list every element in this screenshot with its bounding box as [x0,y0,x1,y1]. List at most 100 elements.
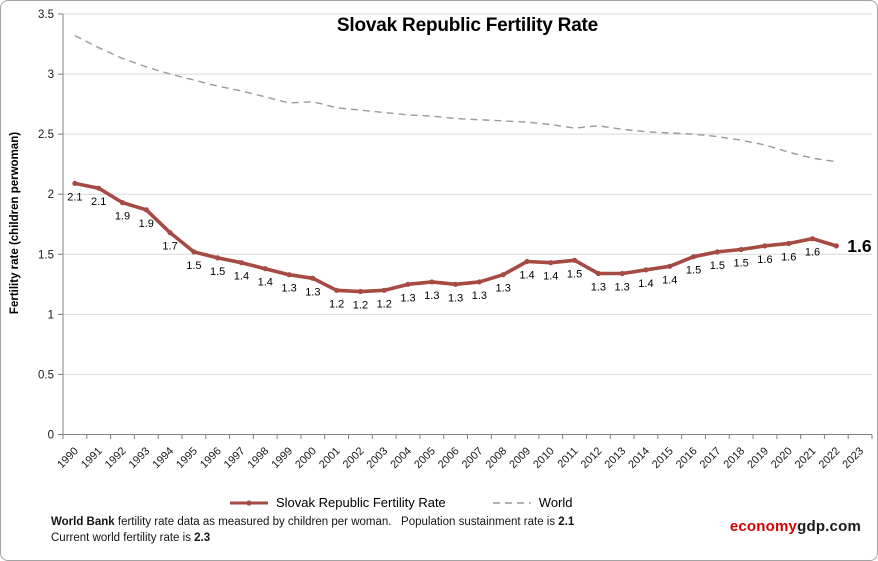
slovak-point [809,236,816,242]
x-tick-label: 2000 [293,445,319,471]
legend-item-world: World [492,495,573,510]
slovak-point [310,275,316,281]
x-tick-label: 2006 [436,445,462,471]
slovak-point [619,270,625,277]
data-label: 1.4 [258,277,273,289]
slovak-point [595,270,601,277]
x-tick-label: 1999 [269,445,295,471]
data-label: 1.4 [519,269,534,281]
slovak-point [571,257,578,263]
slovak-line-sample-icon [230,499,268,506]
y-tick-label: 2.5 [38,129,54,141]
brand-logo[interactable]: economygdp.com [730,518,861,535]
x-tick-label: 2001 [317,445,343,471]
source-note-line1: World Bank fertility rate data as measur… [51,516,575,528]
data-label: 2.1 [67,191,82,203]
x-tick-label: 2009 [507,445,533,471]
data-label: 1.6 [781,251,796,263]
data-label: 1.3 [472,290,487,302]
chart-legend: Slovak Republic Fertility Rate World [229,495,573,510]
data-label: 1.9 [115,211,130,223]
legend-label-world: World [538,495,573,510]
x-tick-label: 2004 [388,445,414,471]
slovak-point [143,207,149,213]
data-label: 1.3 [281,283,296,295]
x-tick-label: 1993 [127,445,153,471]
x-tick-label: 1997 [222,445,248,471]
data-label: 1.4 [662,274,677,286]
x-tick-label: 2017 [698,445,724,471]
slovak-point [191,249,197,255]
slovak-point [119,200,126,206]
x-tick-label: 2021 [793,445,819,471]
x-tick-label: 2018 [721,445,747,471]
slovak-point [690,254,697,260]
world-rate-value: 2.3 [194,532,211,544]
slovak-point [72,180,78,187]
x-tick-label: 2007 [460,445,486,471]
slovak-point [167,230,173,236]
slovak-point [476,279,482,285]
y-tick-label: 0.5 [38,369,54,381]
data-label: 1.3 [615,282,630,294]
sustainment-rate-value: 2.1 [558,516,575,528]
data-label: 1.4 [543,271,558,283]
slovak-point [215,255,221,261]
x-tick-label: 2012 [579,445,605,471]
x-tick-label: 2014 [626,445,652,471]
y-tick-label: 0 [48,430,54,442]
slovak-point [643,267,649,273]
data-label: 1.7 [162,241,177,253]
slovak-line [73,181,839,294]
data-label: 1.2 [353,300,368,312]
y-tick-label: 2 [48,189,54,201]
x-tick-label: 2019 [745,445,771,471]
data-label: 1.3 [424,290,439,302]
y-tick-label: 1.5 [38,249,54,261]
y-tick-label: 1 [48,309,54,321]
x-tick-label: 2005 [412,445,438,471]
slovak-point [262,266,268,272]
slovak-point [453,281,459,287]
slovak-point [786,240,792,247]
data-label: 1.5 [567,268,582,280]
slovak-point [286,272,292,278]
x-tick-label: 2010 [531,445,557,471]
x-tick-label: 1990 [55,445,81,471]
x-tick-label: 1991 [79,445,105,471]
data-label: 1.2 [329,298,344,310]
slovak-point [548,260,554,266]
chart-title: Slovak Republic Fertility Rate [336,15,599,36]
x-tick-label: 1994 [150,445,176,471]
data-label: 1.3 [591,282,606,294]
x-tick-label: 1996 [198,445,224,471]
data-label: 1.2 [377,298,392,310]
slovak-point [334,287,340,293]
x-tick-label: 2008 [484,445,510,471]
slovak-point [667,263,673,269]
final-value-label: 1.6 [847,236,872,256]
data-label: 1.5 [710,260,725,272]
data-label: 1.4 [638,278,653,290]
data-label: 1.4 [234,271,249,283]
slovak-point [833,243,839,249]
x-tick-label: 2015 [650,445,676,471]
x-tick-label: 2023 [840,445,866,471]
data-label: 1.3 [448,292,463,304]
world-line [74,35,837,163]
slovak-point [429,279,435,285]
data-label: 1.5 [186,260,201,272]
data-label: 1.3 [305,286,320,298]
brand-logo-gdpcom: gdp.com [797,518,861,535]
slovak-point [381,287,387,293]
y-tick-label: 3 [48,69,54,81]
x-tick-label: 1992 [103,445,129,471]
x-tick-label: 2002 [341,445,367,471]
slovak-point [714,249,720,255]
legend-item-slovak: Slovak Republic Fertility Rate [229,495,446,510]
x-tick-label: 2011 [555,445,580,470]
x-tick-label: 2003 [365,445,391,471]
x-tick-label: 1995 [174,445,200,471]
